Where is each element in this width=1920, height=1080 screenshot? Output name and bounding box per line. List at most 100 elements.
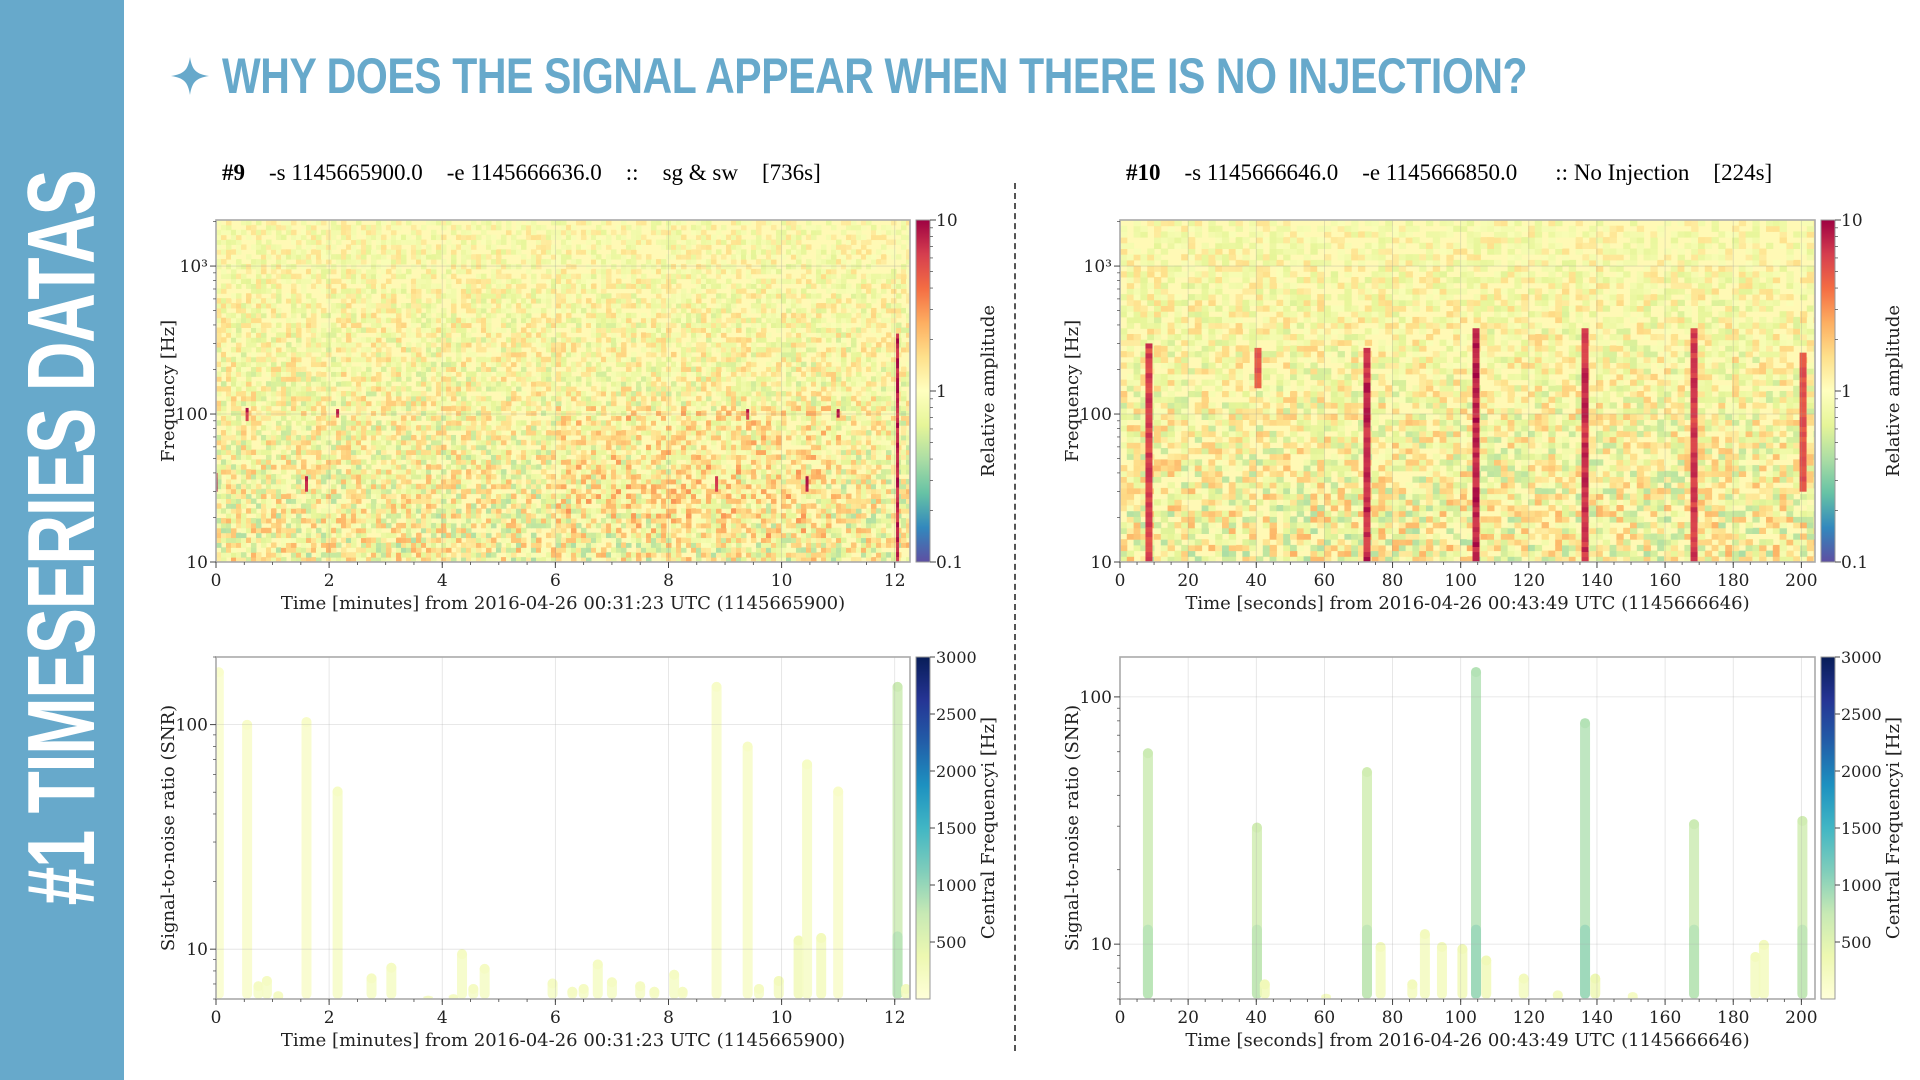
spectrogram-cell bbox=[436, 434, 442, 441]
spectrogram-cell bbox=[256, 371, 262, 377]
spectrogram-cell bbox=[666, 444, 672, 451]
spectrogram-cell bbox=[266, 356, 272, 363]
spectrogram-cell bbox=[831, 434, 837, 441]
spectrogram-cell bbox=[816, 469, 822, 475]
spectrogram-cell bbox=[226, 376, 232, 382]
spectrogram-cell bbox=[311, 400, 317, 407]
spectrogram-cell bbox=[566, 493, 572, 499]
spectrogram-cell bbox=[571, 522, 577, 529]
spectrogram-cell bbox=[726, 474, 732, 480]
spectrogram-cell bbox=[506, 537, 512, 543]
spectrogram-cell bbox=[766, 449, 772, 456]
spectrogram-cell bbox=[536, 371, 542, 377]
spectrogram-cell bbox=[456, 478, 462, 485]
spectrogram-cell bbox=[391, 552, 397, 558]
spectrogram-cell bbox=[636, 361, 642, 368]
spectrogram-cell bbox=[446, 420, 452, 426]
spectrogram-cell bbox=[646, 518, 652, 524]
spectrogram-cell bbox=[636, 552, 642, 558]
spectrogram-cell bbox=[726, 356, 732, 363]
spectrogram-cell bbox=[741, 537, 747, 543]
spectrogram-cell bbox=[816, 381, 822, 387]
spectrogram-cell bbox=[666, 342, 672, 348]
spectrogram-cell bbox=[641, 400, 647, 407]
spectrogram-cell bbox=[226, 366, 232, 372]
spectrogram-cell bbox=[296, 371, 302, 377]
spectrogram-cell bbox=[766, 552, 772, 558]
spectrogram-cell bbox=[296, 552, 302, 558]
spectrogram-cell bbox=[611, 342, 617, 348]
spectrogram-cell bbox=[546, 361, 552, 368]
spectrogram-cell bbox=[401, 488, 407, 495]
spectrogram-cell bbox=[326, 532, 332, 539]
spectrogram-cell bbox=[901, 439, 907, 446]
spectrogram-cell bbox=[801, 483, 807, 490]
spectrogram-cell bbox=[266, 391, 272, 397]
spectrogram-cell bbox=[556, 537, 562, 543]
spectrogram-cell bbox=[876, 444, 882, 451]
spectrogram-cell bbox=[731, 376, 737, 382]
spectrogram-cell bbox=[576, 439, 582, 446]
spectrogram-cell bbox=[621, 356, 627, 363]
spectrogram-cell bbox=[371, 493, 377, 499]
spectrogram-cell bbox=[301, 552, 307, 558]
spectrogram-cell bbox=[616, 439, 622, 446]
spectrogram-cell bbox=[226, 415, 232, 421]
spectrogram-cell bbox=[241, 464, 247, 470]
spectrogram-cell bbox=[606, 527, 612, 534]
spectrogram-cell bbox=[481, 483, 487, 490]
spectrogram-cell bbox=[716, 347, 722, 353]
spectrogram-cell bbox=[751, 332, 757, 338]
spectrogram-cell bbox=[436, 400, 442, 407]
spectrogram-cell bbox=[311, 469, 317, 475]
spectrogram-cell bbox=[901, 400, 907, 407]
spectrogram-cell bbox=[711, 469, 717, 475]
spectrogram-cell bbox=[796, 454, 802, 460]
spectrogram-cell bbox=[266, 415, 272, 421]
spectrogram-cell bbox=[326, 522, 332, 529]
spectrogram-cell bbox=[676, 527, 682, 534]
spectrogram-cell bbox=[566, 420, 572, 426]
spectrogram-cell bbox=[231, 537, 237, 543]
spectrogram-cell bbox=[501, 434, 507, 441]
spectrogram-cell bbox=[731, 537, 737, 543]
spectrogram-cell bbox=[436, 430, 442, 436]
spectrogram-cell bbox=[676, 518, 682, 524]
spectrogram-cell bbox=[506, 493, 512, 499]
spectrogram-cell bbox=[751, 557, 757, 562]
spectrogram-cell bbox=[296, 527, 302, 534]
spectrogram-cell bbox=[246, 527, 252, 534]
spectrogram-cell bbox=[681, 498, 687, 504]
spectrogram-cell bbox=[901, 483, 907, 490]
spectrogram-cell bbox=[646, 498, 652, 504]
spectrogram-cell bbox=[871, 347, 877, 353]
spectrogram-cell bbox=[666, 493, 672, 499]
spectrogram-cell bbox=[521, 444, 527, 451]
spectrogram-cell bbox=[526, 400, 532, 407]
spectrogram-cell bbox=[476, 557, 482, 562]
spectrogram-cell bbox=[626, 474, 632, 480]
spectrogram-cell bbox=[421, 459, 427, 465]
spectrogram-cell bbox=[321, 381, 327, 387]
spectrogram-cell bbox=[831, 332, 837, 338]
spectrogram-cell bbox=[651, 459, 657, 465]
spectrogram-cell bbox=[336, 366, 342, 372]
spectrogram-cell bbox=[491, 381, 497, 387]
spectrogram-cell bbox=[451, 552, 457, 558]
spectrogram-cell bbox=[261, 527, 267, 534]
spectrogram-cell bbox=[231, 434, 237, 441]
spectrogram-cell bbox=[326, 332, 332, 338]
spectrogram-cell bbox=[791, 513, 797, 519]
spectrogram-cell bbox=[701, 361, 707, 368]
spectrogram-cell bbox=[431, 478, 437, 485]
spectrogram-cell bbox=[711, 518, 717, 524]
spectrogram-cell bbox=[671, 552, 677, 558]
spectrogram-cell bbox=[241, 351, 247, 358]
spectrogram-cell bbox=[846, 542, 852, 548]
spectrogram-cell bbox=[311, 439, 317, 446]
spectrogram-cell bbox=[286, 478, 292, 485]
spectrogram-cell bbox=[746, 483, 752, 490]
spectrogram-cell bbox=[411, 459, 417, 465]
spectrogram-cell bbox=[786, 488, 792, 495]
spectrogram-cell bbox=[746, 425, 752, 431]
